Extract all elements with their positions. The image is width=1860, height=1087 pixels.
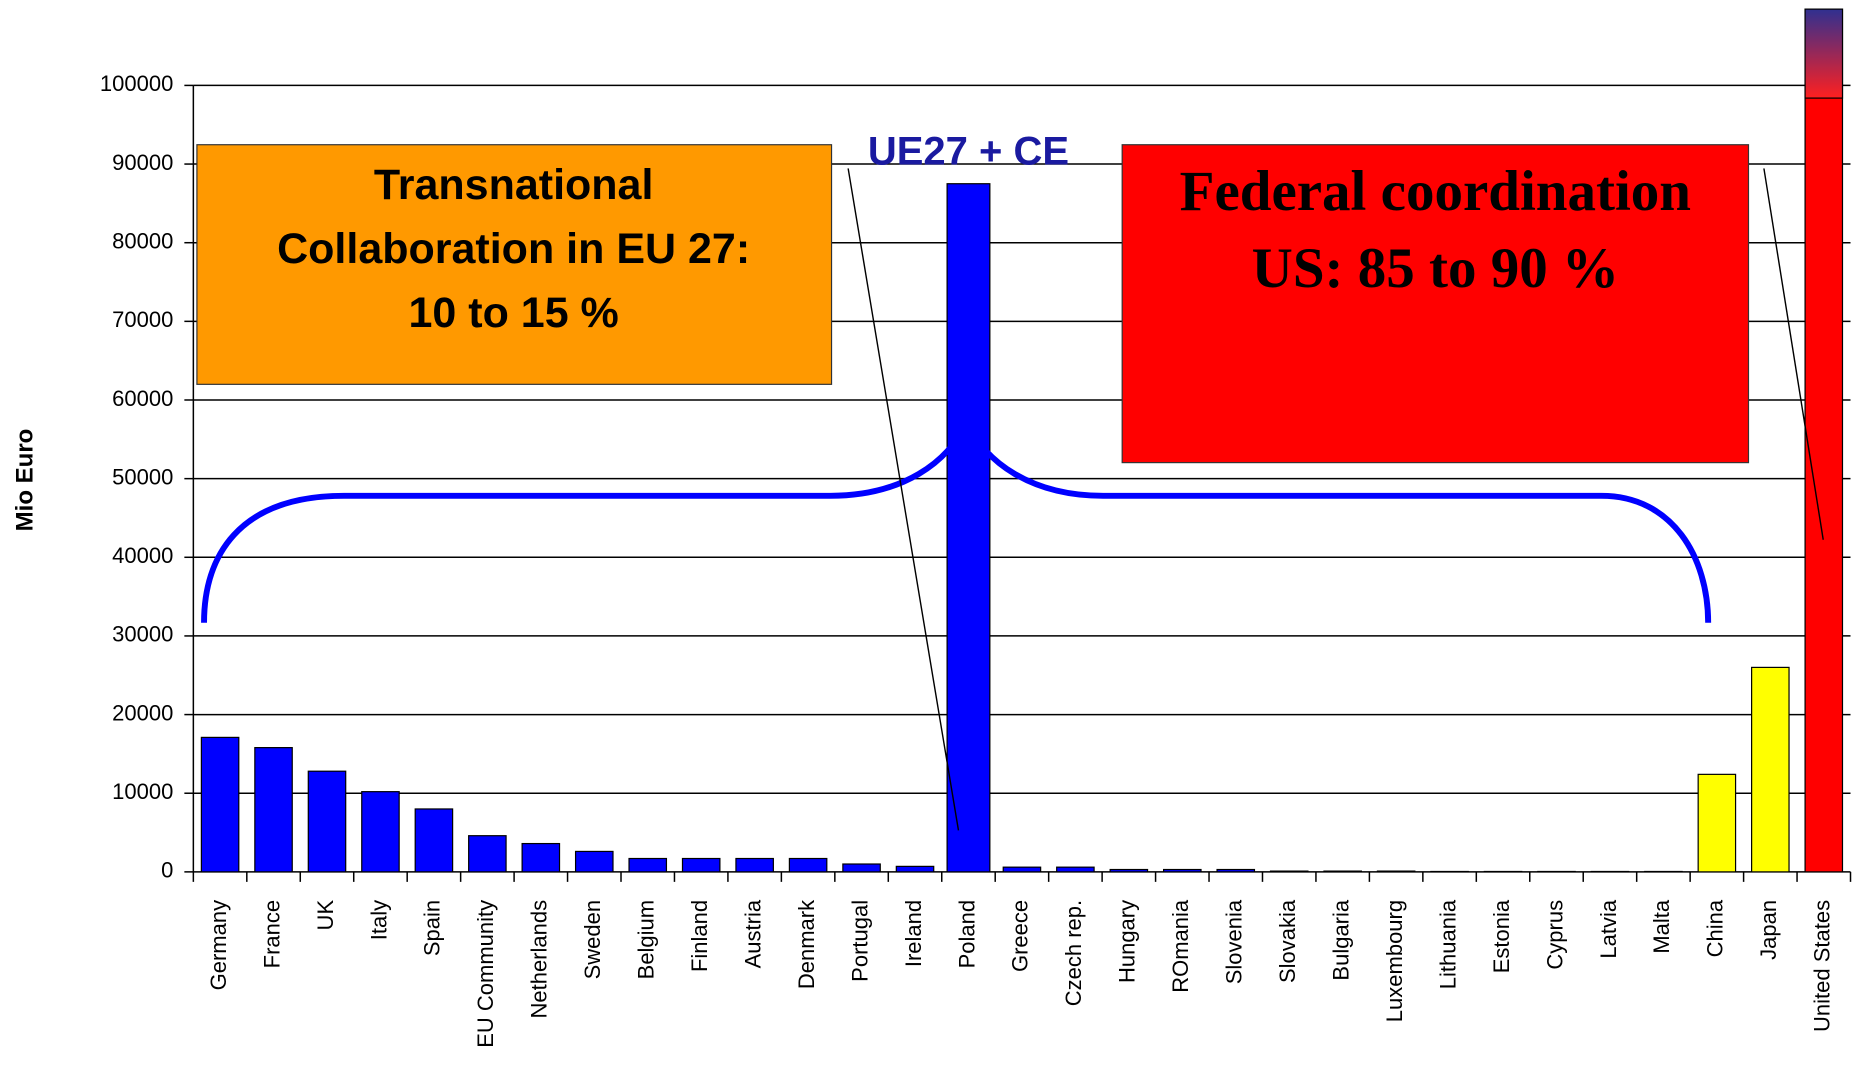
x-tick-label: Italy <box>366 900 391 940</box>
decorations <box>196 144 1824 831</box>
bar <box>254 747 293 873</box>
x-tick-label: Greece <box>1008 900 1033 972</box>
bar <box>521 842 561 873</box>
bar <box>574 850 614 873</box>
x-tick-label: ROmania <box>1168 899 1193 993</box>
x-tick-label: Luxembourg <box>1382 900 1407 1022</box>
x-tick-label: Germany <box>206 900 231 990</box>
x-tick-label: Ireland <box>901 900 926 967</box>
x-tick-label: Sweden <box>580 900 605 980</box>
x-tick-label: Malta <box>1649 899 1674 954</box>
x-tick-label: China <box>1703 899 1728 957</box>
bar <box>628 857 668 873</box>
y-tick-label: 90000 <box>112 150 173 175</box>
bar <box>468 835 507 873</box>
bar <box>1162 868 1202 873</box>
y-tick-label: 60000 <box>112 386 173 411</box>
x-tick-label: Japan <box>1756 900 1781 960</box>
x-tick-label: Cyprus <box>1542 900 1567 970</box>
eu-total-bar <box>946 183 991 873</box>
bar <box>1376 870 1416 873</box>
eu-box <box>196 144 833 385</box>
annotation-text: US: 85 to 90 % <box>1252 237 1619 300</box>
bar <box>1323 870 1362 873</box>
brace <box>201 413 1712 623</box>
x-tick-label: United States <box>1810 900 1835 1032</box>
bar <box>1697 773 1737 873</box>
bar <box>1002 866 1042 873</box>
x-tick-label: UK <box>313 900 338 931</box>
bar <box>681 857 721 873</box>
bar-highlight <box>1804 8 1844 99</box>
eu-total-label: UE27 + CE <box>868 130 1069 174</box>
y-tick-label: 80000 <box>112 229 173 254</box>
x-tick-label: Latvia <box>1596 899 1621 958</box>
bar <box>361 791 400 873</box>
bar <box>414 808 454 873</box>
bar <box>1804 8 1844 873</box>
x-tick-label: Finland <box>687 900 712 972</box>
y-tick-label: 10000 <box>112 779 173 804</box>
bar <box>1216 868 1256 873</box>
us-box <box>1121 144 1750 464</box>
x-tick-label: Austria <box>740 899 765 968</box>
y-tick-label: 0 <box>161 858 173 883</box>
y-axis-title: Mio Euro <box>11 429 38 532</box>
x-tick-label: Bulgaria <box>1328 899 1353 980</box>
x-tick-label: Slovakia <box>1275 899 1300 983</box>
x-tick-label: Belgium <box>634 900 659 979</box>
bar <box>842 863 881 873</box>
bar <box>1751 666 1790 873</box>
x-tick-label: Hungary <box>1115 900 1140 983</box>
pointer-line <box>847 168 960 831</box>
x-tick-label: Estonia <box>1489 899 1514 973</box>
bar <box>307 770 347 873</box>
x-tick-label: France <box>259 900 284 968</box>
x-tick-label: Poland <box>954 900 979 969</box>
bar <box>788 857 828 873</box>
x-tick-label: EU Community <box>473 900 498 1048</box>
bar <box>1056 866 1095 873</box>
bar <box>1109 868 1149 873</box>
y-tick-label: 100000 <box>100 71 173 96</box>
bar <box>200 736 240 873</box>
x-tick-label: Lithuania <box>1435 899 1460 989</box>
x-tick-label: Slovenia <box>1222 899 1247 984</box>
annotations: Transnational Collaboration in EU 27: 10 t… <box>196 8 1844 831</box>
annotation-text: 10 to 15 % <box>408 289 618 337</box>
x-tick-label: Netherlands <box>527 900 552 1019</box>
annotation-text: Federal coordination <box>1180 160 1691 223</box>
x-tick-label: Spain <box>420 900 445 956</box>
y-tick-label: 20000 <box>112 700 173 725</box>
bar <box>895 865 935 873</box>
pointer-line <box>1763 168 1824 540</box>
y-tick-label: 70000 <box>112 307 173 332</box>
annotation-text: Collaboration in EU 27: <box>277 225 750 273</box>
x-tick-label: Denmark <box>794 899 819 989</box>
bar <box>1269 870 1309 873</box>
x-tick-label: Czech rep. <box>1061 900 1086 1006</box>
y-tick-label: 50000 <box>112 464 173 489</box>
bar <box>735 857 774 873</box>
x-tick-label: Portugal <box>847 900 872 982</box>
annotation-text: Transnational <box>374 161 654 209</box>
y-tick-label: 30000 <box>112 622 173 647</box>
y-tick-label: 40000 <box>112 543 173 568</box>
